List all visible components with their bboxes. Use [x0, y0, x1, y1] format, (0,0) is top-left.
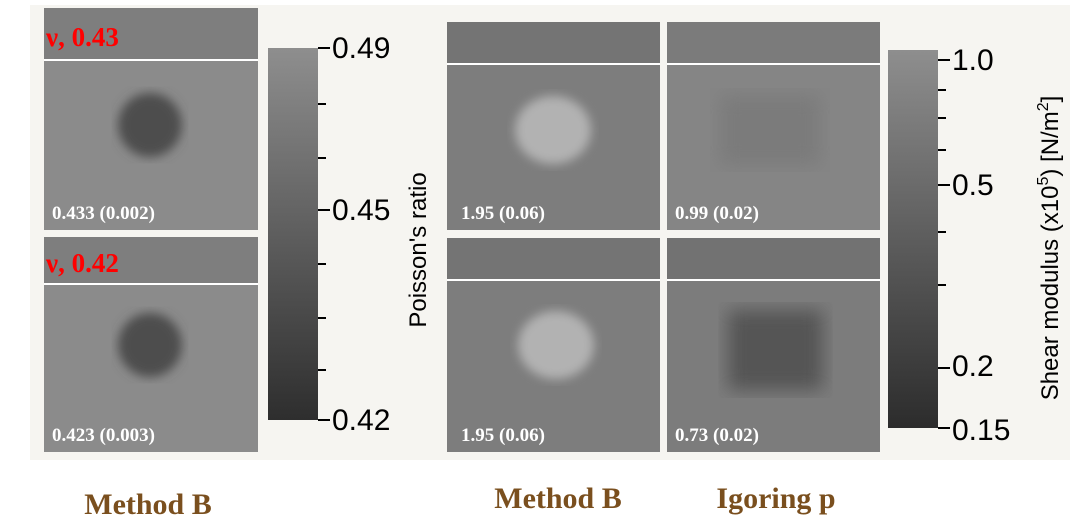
caption: Igoring p — [716, 482, 835, 515]
label-part: Shear modulus (x10 — [1037, 186, 1064, 401]
label-part: ] — [1037, 96, 1064, 103]
panel-label: ν, 0.43 — [45, 22, 119, 52]
panel-label: ν, 0.42 — [45, 248, 119, 278]
panel-value: 0.433 (0.002) — [52, 203, 155, 224]
label-part: ) [N/m — [1037, 111, 1064, 176]
colorbar-tick-label: 0.45 — [332, 194, 390, 227]
colorbar-tick-label: 0.42 — [332, 404, 390, 437]
colorbar-tick-label: 0.15 — [952, 414, 1010, 447]
colorbar-label: Poisson's ratio — [405, 172, 432, 327]
panel: 0.73 (0.02) — [667, 238, 880, 452]
panel: ν, 0.42 0.423 (0.003) — [44, 237, 258, 452]
colorbar: 1.0 0.5 0.2 0.15 Shear modulus (x105) [N… — [888, 44, 1064, 447]
label-sup: 5 — [1035, 177, 1052, 186]
panel-value: 1.95 (0.06) — [461, 425, 545, 446]
panel: 0.99 (0.02) — [667, 22, 880, 230]
panel-value: 0.73 (0.02) — [675, 425, 759, 446]
colorbar-label: Shear modulus (x105) [N/m2] — [1035, 96, 1064, 401]
colorbar-tick-label: 0.5 — [952, 169, 994, 202]
panel-value: 0.99 (0.02) — [675, 203, 759, 224]
panel: 1.95 (0.06) — [447, 238, 660, 452]
caption: Method B — [494, 482, 622, 515]
colorbar-tick-label: 0.2 — [952, 350, 994, 383]
colorbar-tick-label: 0.49 — [332, 32, 390, 65]
panel: 1.95 (0.06) — [447, 22, 660, 230]
panel-value: 1.95 (0.06) — [461, 203, 545, 224]
panel-value: 0.423 (0.003) — [52, 425, 155, 446]
panel: ν, 0.43 0.433 (0.002) — [44, 8, 258, 230]
colorbar-tick-label: 1.0 — [952, 44, 994, 77]
caption: Method B — [84, 488, 212, 521]
colorbar: 0.49 0.45 0.42 Poisson's ratio — [268, 32, 432, 437]
label-sup: 2 — [1035, 102, 1052, 111]
